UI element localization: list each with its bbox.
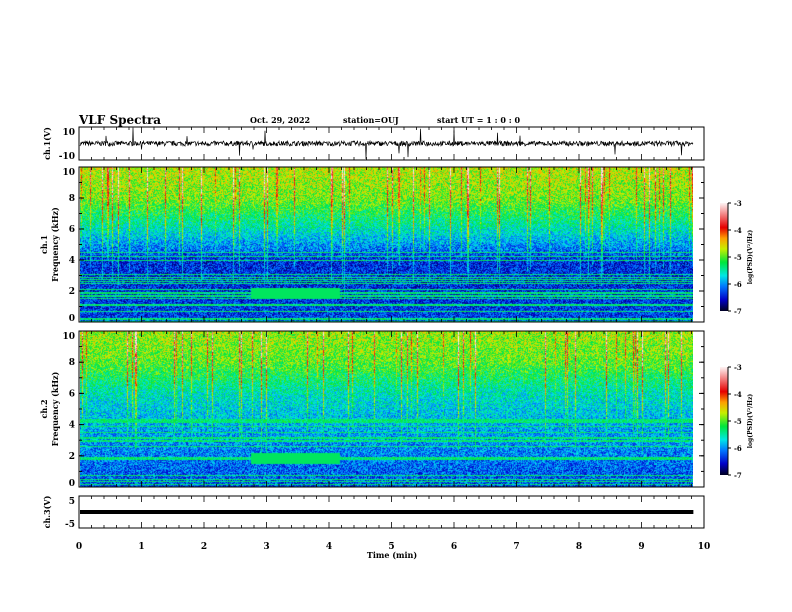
x-tick-label: 2	[201, 542, 207, 552]
y-axis-label: ch.3(V)	[42, 495, 52, 528]
colorbar-tick-label: -3	[734, 199, 742, 208]
x-tick-label: 0	[76, 542, 82, 552]
x-tick-label: 8	[576, 542, 582, 552]
colorbar-label: log(PSD)(V²/Hz)	[747, 230, 754, 285]
y-axis-label-frequency: Frequency (kHz)	[50, 207, 60, 282]
x-tick-label: 7	[513, 542, 519, 552]
x-tick-label: 4	[326, 542, 332, 552]
y-axis-label-channel: ch.2	[39, 399, 49, 418]
y-tick-label: 10	[62, 128, 75, 138]
y-tick-label: 8	[69, 194, 75, 204]
start-time-label: start UT = 1 : 0 : 0	[437, 115, 520, 125]
y-axis-label-channel: ch.1	[39, 235, 49, 254]
x-axis-label: Time (min)	[367, 550, 417, 560]
y-tick-label: 10	[62, 168, 75, 178]
y-tick-label: 5	[69, 497, 75, 507]
ch1-frame	[78, 126, 705, 161]
colorbar-label: log(PSD)(V²/Hz)	[747, 394, 754, 449]
ch3-frame	[78, 495, 705, 529]
y-tick-label: 2	[69, 452, 75, 462]
chart-title: VLF Spectra	[78, 113, 161, 127]
y-axis-label-frequency: Frequency (kHz)	[50, 371, 60, 446]
x-tick-label: 10	[698, 542, 711, 552]
colorbar-tick-label: -4	[734, 226, 742, 235]
y-tick-label: 2	[69, 287, 75, 297]
x-tick-label: 3	[263, 542, 269, 552]
colorbar-tick-label: -6	[734, 280, 742, 289]
y-tick-label: 0	[69, 314, 75, 324]
y-axis-label: ch.1(V)	[42, 127, 52, 160]
x-tick-label: 6	[451, 542, 457, 552]
colorbar-tick-label: -5	[734, 253, 742, 262]
y-tick-label: 6	[69, 225, 75, 235]
colorbar-tick-label: -7	[734, 307, 742, 316]
date-label: Oct. 29, 2022	[250, 115, 310, 125]
colorbar-tick-label: -4	[734, 390, 742, 399]
y-tick-label: 6	[69, 389, 75, 399]
colorbar-tick-label: -6	[734, 444, 742, 453]
x-tick-label: 1	[138, 542, 144, 552]
x-tick-label: 9	[638, 542, 644, 552]
y-tick-label: 4	[69, 256, 75, 266]
ch2-spectrogram	[80, 331, 693, 487]
ch1-spectrogram	[80, 167, 693, 322]
y-tick-label: 4	[69, 421, 75, 431]
colorbar-tick-label: -7	[734, 471, 742, 480]
spec1-frame	[78, 166, 705, 323]
spec2-frame	[78, 330, 705, 488]
colorbar-tick-label: -5	[734, 417, 742, 426]
y-tick-label: 0	[69, 479, 75, 489]
station-label: station=OUJ	[343, 115, 399, 125]
x-tick-label: 5	[388, 542, 394, 552]
y-tick-label: 8	[69, 358, 75, 368]
y-tick-label: 10	[62, 332, 75, 342]
y-tick-label: -10	[59, 152, 75, 162]
ch1-trace	[79, 127, 694, 160]
colorbar-tick-label: -3	[734, 363, 742, 372]
ch1-colorbar	[720, 203, 728, 311]
ch2-colorbar	[720, 367, 728, 475]
y-tick-label: -5	[65, 520, 75, 530]
